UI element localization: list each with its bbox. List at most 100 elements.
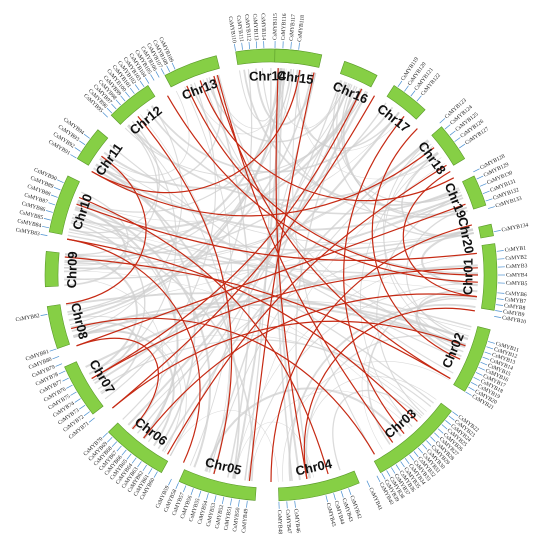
chromosome-label: Chr08 [68,301,91,340]
gene-label: CsMYB112 [243,14,252,41]
gene-marker [43,218,51,221]
gene-label: CsMYB2 [505,254,527,261]
background-link [232,253,477,479]
gene-marker [487,206,495,209]
duplication-link-23 [112,95,376,409]
gene-marker [366,480,371,488]
gene-label: CsMYB113 [251,14,259,41]
gene-marker [448,415,455,421]
gene-label: CsMYB52 [214,504,225,529]
gene-marker [452,411,459,417]
gene-marker [145,77,150,84]
gene-marker [473,168,480,173]
gene-marker [497,258,505,260]
gene-label: CsMYB49 [241,508,250,533]
gene-marker [241,42,243,50]
gene-labels: CsMYB1CsMYB2CsMYB3CsMYB4CsMYB5CsMYB6CsMY… [15,13,529,535]
background-link [95,75,222,184]
gene-marker [206,493,209,500]
background-link [70,313,423,417]
background-link [298,70,404,151]
chromosome-label: Chr14 [249,68,287,84]
gene-marker [171,62,176,70]
background-link [376,194,463,415]
gene-marker [404,457,410,465]
background-link [416,290,478,353]
duplication-link-2 [186,85,479,276]
gene-marker [175,482,180,489]
gene-marker [422,443,428,450]
gene-marker [340,490,344,498]
gene-marker [52,355,60,360]
gene-marker [430,436,436,442]
background-link [68,68,283,322]
chromosome-label: Chr01 [460,258,475,295]
gene-marker [417,447,423,454]
duplication-link-30 [76,337,159,430]
chromosome-chr17 [386,85,426,120]
gene-marker [70,154,77,159]
chromosome-chr02 [453,326,491,392]
gene-marker [107,436,113,443]
duplication-link-7 [91,69,301,194]
gene-label: CsMYB114 [259,13,266,40]
chromosome-chr11 [76,129,109,166]
gene-label: CsMYB84 [17,218,42,229]
background-link [206,82,350,473]
gene-marker [131,457,137,464]
gene-marker [142,464,147,471]
gene-marker [58,370,66,375]
gene-marker [397,80,403,87]
duplication-link-26 [64,256,451,380]
gene-marker [111,103,117,110]
gene-marker [168,478,172,486]
gene-marker [348,488,352,496]
gene-marker [381,473,386,480]
background-link [73,331,182,453]
background-link [238,68,281,122]
background-link [249,390,411,481]
background-link [280,68,345,129]
background-link [208,143,432,473]
gene-marker [470,381,478,386]
gene-label: CsMYB134 [501,222,529,233]
gene-marker [444,124,451,130]
background-link [97,339,432,407]
background-link [184,86,233,466]
gene-label: CsMYB117 [289,14,297,41]
background-link [68,83,351,239]
chromosome-chr04 [278,470,360,502]
gene-marker [441,424,448,430]
chromosome-chr01 [481,243,498,311]
duplication-link-1 [199,80,455,202]
gene-marker [66,384,73,389]
gene-marker [409,454,415,461]
background-link [243,69,461,206]
gene-marker [125,91,130,98]
gene-marker [74,147,81,152]
gene-marker [46,210,53,213]
gene-label: CsMYB3 [506,263,528,270]
duplication-link-5 [248,72,315,481]
gene-marker [166,65,171,72]
background-link [77,112,400,222]
gene-marker [494,316,502,318]
gene-marker [495,310,503,312]
gene-marker [404,85,409,92]
duplication-link-29 [65,155,147,305]
background-link [247,283,478,481]
background-link [103,88,363,190]
gene-label: CsMYB47 [284,509,292,534]
gene-marker [294,500,296,508]
gene-marker [286,501,288,509]
gene-marker [134,84,140,91]
gene-marker [465,391,472,396]
gene-marker [55,363,63,367]
background-link [297,69,442,180]
gene-label: CsMYB116 [281,13,288,40]
duplication-link-12 [143,293,477,439]
background-link [161,139,429,452]
gene-label: CsMYB48 [276,510,283,535]
gene-marker [116,445,122,452]
